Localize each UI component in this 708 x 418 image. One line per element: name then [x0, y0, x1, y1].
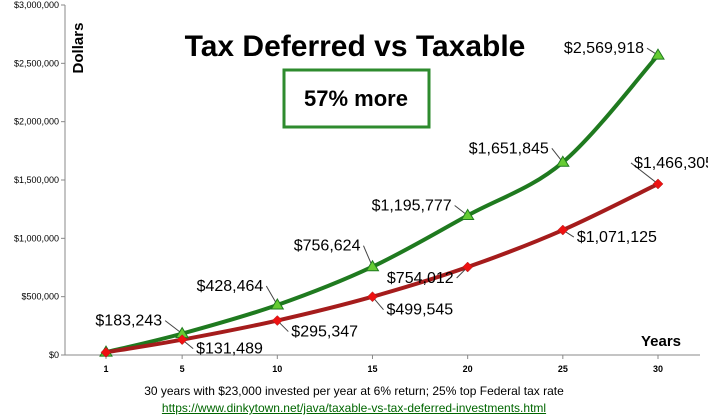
y-tick-label: $3,000,000: [14, 0, 59, 10]
taxable-data-label: $1,071,125: [577, 229, 657, 246]
x-tick-label: 25: [558, 364, 568, 374]
y-tick-label: $1,000,000: [14, 233, 59, 243]
tax_deferred-data-label: $428,464: [197, 278, 264, 295]
line-chart: $0 $500,000 $1,000,000 $1,500,000 $2,000,000…: [14, 0, 708, 374]
x-tick-label: 1: [103, 364, 108, 374]
taxable-data-label: $499,545: [386, 302, 453, 319]
taxable-point: [100, 346, 112, 358]
x-axis: 1 5 10 15 20 25 30: [65, 354, 700, 374]
tax_deferred-line: [104, 53, 660, 355]
tax_deferred-point: [460, 208, 475, 220]
y-tick-label: $2,000,000: [14, 117, 59, 127]
taxable-data-label: $1,466,305: [634, 155, 708, 172]
tax_deferred-data-label: $183,243: [95, 313, 162, 330]
y-axis: $0 $500,000 $1,000,000 $1,500,000 $2,000,000…: [14, 0, 66, 360]
taxable-data-label: $131,489: [196, 341, 263, 358]
taxable-data-label: $295,347: [291, 324, 358, 341]
tax_deferred-data-label: $1,195,777: [372, 197, 452, 214]
y-tick-label: $500,000: [21, 292, 59, 302]
tax_deferred-point: [555, 155, 570, 167]
x-tick-label: 20: [463, 364, 473, 374]
taxable-point: [652, 178, 664, 190]
footnote: 30 years with $23,000 invested per year …: [144, 384, 564, 398]
x-tick-label: 30: [653, 364, 663, 374]
tax_deferred-point: [365, 259, 380, 272]
y-tick-label: $1,500,000: [14, 175, 59, 185]
callout-box: [282, 68, 431, 129]
series-markers: [99, 48, 665, 358]
x-tick-label: 10: [272, 364, 282, 374]
tax_deferred-point: [270, 298, 285, 310]
y-tick-label: $0: [49, 350, 59, 360]
data-labels: $183,243 $428,464 $756,624 $1,195,777 $1,651…: [95, 40, 708, 357]
taxable-point: [367, 291, 378, 303]
tax_deferred-data-label: $2,569,918: [564, 40, 644, 57]
tax_deferred-point: [651, 48, 665, 60]
taxable-label-leader: [630, 162, 659, 185]
x-axis-title: Years: [641, 333, 681, 350]
taxable-point: [462, 261, 474, 273]
taxable-data-label: $754,012: [387, 270, 454, 287]
chart-title: Tax Deferred vs Taxable: [185, 30, 526, 63]
tax_deferred-data-label: $1,651,845: [469, 140, 549, 157]
x-tick-label: 15: [367, 364, 377, 374]
callout-text: 57% more: [304, 86, 408, 111]
source-link[interactable]: https://www.dinkytown.net/java/taxable-v…: [161, 401, 547, 415]
tax_deferred-data-label: $756,624: [294, 238, 361, 255]
taxable-point: [271, 315, 283, 326]
x-tick-label: 5: [180, 364, 185, 374]
taxable-point: [176, 334, 188, 346]
y-axis-title: Dollars: [70, 23, 87, 74]
y-tick-label: $2,500,000: [14, 58, 59, 68]
taxable-point: [557, 224, 569, 236]
